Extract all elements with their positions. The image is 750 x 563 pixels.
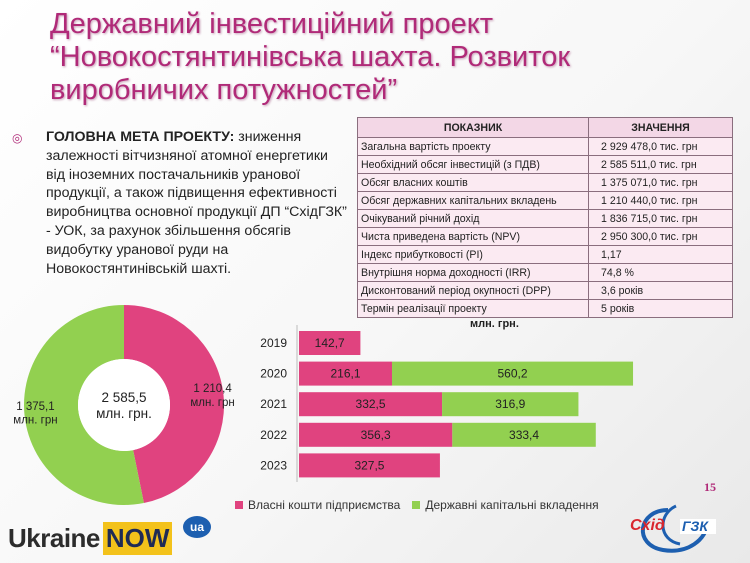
logo-swoosh-icon [641, 508, 710, 553]
bullet-icon: ◎ [12, 131, 23, 145]
bar-segment [299, 361, 392, 386]
bar-segment [299, 392, 443, 417]
logo-text-gzk: ГЗК [682, 518, 709, 534]
table-row: Дисконтований період окупності (DPP) 3,6 … [357, 281, 733, 300]
logo-plate [680, 519, 716, 534]
table-row: Чиста приведена вартість (NPV) 2 950 300,… [357, 227, 733, 246]
ukraine-now-logo: Ukraine NOW [8, 522, 173, 555]
bar-category-label: 2020 [260, 367, 287, 381]
shid-gzk-logo: Схід ГЗК [630, 504, 716, 553]
row-label: Індекс прибутковості (PI) [357, 245, 589, 264]
row-label: Очікуваний річний дохід [357, 209, 589, 228]
bar-segment [299, 422, 453, 447]
row-label: Обсяг державних капітальних вкладень [357, 191, 589, 210]
row-value: 1 836 715,0 тис. грн [588, 209, 733, 228]
row-value: 1 210 440,0 тис. грн [588, 191, 733, 210]
bar-chart-title: млн. грн. [470, 318, 519, 330]
bar-value-label: 333,4 [509, 428, 539, 442]
bar-segment [452, 422, 596, 447]
row-value: 5 років [588, 299, 733, 318]
page-title: Державний інвестиційний проект “Новокост… [50, 8, 571, 106]
bar-value-label: 332,5 [356, 397, 386, 411]
row-label: Внутрішня норма доходності (IRR) [357, 263, 589, 282]
logo-text-shid: Схід [630, 517, 665, 534]
donut-hole [78, 359, 170, 451]
bar-segment [442, 392, 579, 417]
row-label: Дисконтований період окупності (DPP) [357, 281, 589, 300]
row-label: Загальна вартість проекту [357, 137, 589, 156]
row-value: 2 929 478,0 тис. грн [588, 137, 733, 156]
table-row: Загальна вартість проекту 2 929 478,0 тис… [357, 137, 733, 156]
bar-chart-legend: Власні кошти підприємства Державні капіт… [235, 498, 599, 512]
table-row: Внутрішня норма доходності (IRR) 74,8 % [357, 263, 733, 282]
row-label: Обсяг власних коштів [357, 173, 589, 192]
legend-swatch-pink [235, 501, 243, 509]
bar-category-label: 2021 [260, 397, 287, 411]
bar-value-label: 216,1 [330, 367, 360, 381]
indicators-table: ПОКАЗНИК ЗНАЧЕННЯ Загальна вартість прое… [357, 117, 733, 318]
bar-segment [299, 453, 440, 478]
row-label: Термін реалізації проекту [357, 299, 589, 318]
row-value: 3,6 років [588, 281, 733, 300]
table-row: Обсяг власних коштів 1 375 071,0 тис. грн [357, 173, 733, 192]
legend-swatch-green [412, 501, 421, 509]
logo-swoosh-icon [661, 504, 681, 546]
page-number: 15 [704, 480, 716, 494]
table-row: Індекс прибутковості (PI) 1,17 [357, 245, 733, 264]
investment-donut-chart: 1 210,4 млн. грн 1 375,1 млн. грн 2 585,5 млн… [13, 305, 235, 505]
table-row: Очікуваний річний дохід 1 836 715,0 тис. … [357, 209, 733, 228]
bar-value-label: 316,9 [495, 397, 525, 411]
legend-label: Власні кошти підприємства [248, 498, 401, 512]
table-header-row: ПОКАЗНИК ЗНАЧЕННЯ [357, 117, 733, 138]
logo-text-now: NOW [102, 522, 173, 555]
row-value: 1 375 071,0 тис. грн [588, 173, 733, 192]
bar-category-label: 2019 [260, 336, 287, 350]
header-value: ЗНАЧЕННЯ [588, 117, 733, 138]
goal-label: ГОЛОВНА МЕТА ПРОЕКТУ: [46, 129, 235, 145]
bar-category-label: 2023 [260, 458, 287, 472]
row-value: 2 585 511,0 тис. грн [588, 155, 733, 174]
bar-category-label: 2022 [260, 428, 287, 442]
legend-label: Державні капітальні вкладення [425, 498, 599, 512]
donut-slice-label: 1 210,4 млн. грн [190, 383, 234, 409]
logo-text-ukraine: Ukraine [8, 523, 100, 553]
table-row: Необхідний обсяг інвестицій (з ПДВ) 2 585… [357, 155, 733, 174]
donut-slice-label: 1 375,1 млн. грн [13, 401, 57, 427]
logo-badge-ua: ua [183, 516, 211, 538]
row-value: 74,8 % [588, 263, 733, 282]
bar-value-label: 142,7 [315, 336, 345, 350]
row-value: 1,17 [588, 245, 733, 264]
row-label: Необхідний обсяг інвестицій (з ПДВ) [357, 155, 589, 174]
donut-center-label: 2 585,5 млн. грн. [96, 390, 152, 421]
table-row: Термін реалізації проекту 5 років [357, 299, 733, 318]
bar-value-label: 560,2 [497, 367, 527, 381]
row-label: Чиста приведена вартість (NPV) [357, 227, 589, 246]
legend-item: Державні капітальні вкладення [412, 498, 599, 512]
donut-slice [124, 305, 225, 504]
goal-text: зниження залежності вітчизняної атомної … [46, 129, 347, 277]
bar-segment [391, 361, 634, 386]
bar-value-label: 327,5 [354, 458, 384, 472]
bar-segment [299, 331, 361, 355]
donut-slice [24, 305, 144, 505]
bar-value-label: 356,3 [361, 428, 391, 442]
row-value: 2 950 300,0 тис. грн [588, 227, 733, 246]
table-row: Обсяг державних капітальних вкладень 1 21… [357, 191, 733, 210]
legend-item: Власні кошти підприємства [235, 498, 400, 512]
header-indicator: ПОКАЗНИК [357, 117, 589, 138]
project-goal: ◎ ГОЛОВНА МЕТА ПРОЕКТУ: зниження залежно… [12, 128, 347, 278]
